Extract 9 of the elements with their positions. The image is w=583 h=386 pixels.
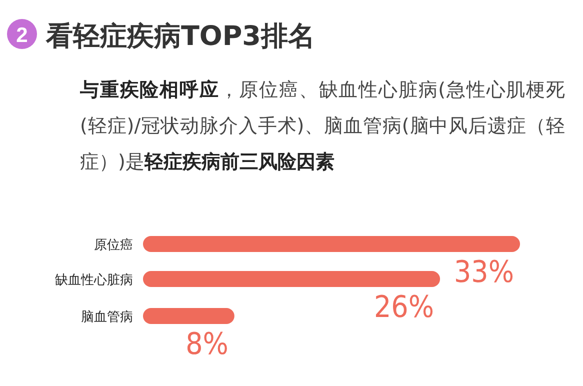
chart-subtitle: 与重疾险相呼应，原位癌、缺血性心脏病(急性心肌梗死(轻症)/冠状动脉介入手术)、脑血管病(脑中风后遗症（轻症）)是轻症疾病前三风险因素 [80,78,565,175]
data-label: 26% [374,290,434,325]
chart-title: 看轻症疾病TOP3排名 [45,21,315,52]
y-tick-label: 脑血管病 [81,310,133,325]
y-tick-label: 缺血性心脏病 [55,272,133,288]
y-tick-label: 原位癌 [94,238,133,253]
text: 2 [16,24,28,47]
data-label: 8% [186,327,228,362]
data-label: 33% [454,255,514,290]
